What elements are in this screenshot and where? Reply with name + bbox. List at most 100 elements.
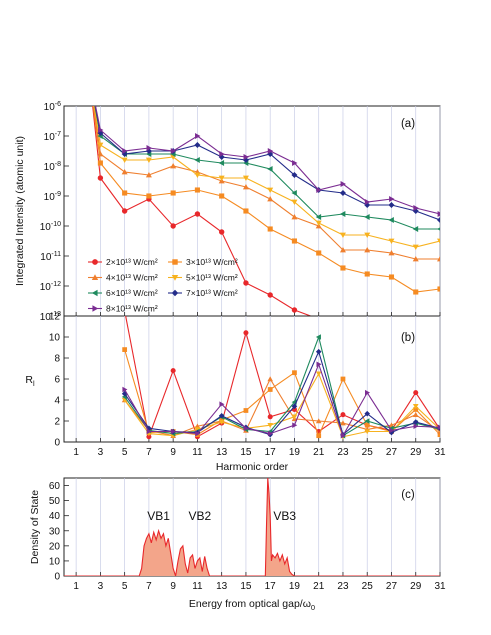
- legend-marker-6: [171, 289, 179, 297]
- panel-a-y-tick-label: 10-8: [44, 161, 61, 173]
- panel-a-point-s3-x23: [339, 247, 346, 253]
- panel-a-point-s4-x15: [242, 175, 249, 181]
- panel-a-series-line-1: [92, 106, 313, 316]
- panel-b-point-s1-x7: [146, 434, 152, 440]
- panel-b-x-tick-label: 13: [216, 447, 228, 458]
- panel-a-point-s6-x27: [388, 202, 395, 208]
- panel-b-y-tick-label: 8: [54, 354, 60, 365]
- panel-c-x-tick-label: 3: [98, 581, 104, 592]
- panel-a-point-s4-x11: [194, 172, 201, 178]
- panel-a-point-s7-x27: [389, 196, 395, 202]
- panel-c-x-tick-label: 15: [240, 581, 252, 592]
- panel-b-point-s1-x15: [243, 330, 249, 336]
- panel-b-point-s2-x5: [122, 347, 128, 352]
- legend-label-2: 3×10¹³ W/cm²: [186, 257, 238, 267]
- panel-a-label: (a): [401, 118, 415, 130]
- panel-b-point-s2-x23: [340, 376, 346, 382]
- panel-b-point-s7-x31: [437, 424, 440, 431]
- panel-b-point-s2-x29: [413, 407, 419, 412]
- panel-a-point-s2-x29: [413, 289, 419, 295]
- panel-c-x-tick-label: 7: [146, 581, 152, 592]
- panel-a-point-s5-x21: [315, 214, 322, 220]
- panel-b-point-s7-x15: [243, 425, 249, 432]
- panel-b-y-tick-label: 2: [54, 417, 60, 428]
- panel-a-point-s6-x11: [194, 142, 201, 148]
- panel-c-y-tick-label: 10: [49, 556, 61, 567]
- panel-c-y-tick-label: 0: [54, 572, 60, 583]
- panel-b-point-s7-x27: [389, 427, 395, 434]
- panel-b-point-s7-x17: [267, 430, 273, 437]
- panel-a-point-s2-x3: [97, 160, 103, 166]
- panel-b-y-tick-label: 10: [49, 333, 61, 344]
- panel-a-point-s7-x3: [97, 127, 104, 133]
- panel-a-point-s3-x31: [437, 256, 440, 262]
- panel-c-x-tick-label: 5: [122, 581, 128, 592]
- panel-b-series-line-7: [124, 362, 440, 438]
- panel-c-x-tick-label: 23: [337, 581, 349, 592]
- panel-b-point-s4-x11: [194, 427, 201, 433]
- panel-a-y-tick-label: 10-9: [44, 191, 61, 203]
- panel-a-y-tick-label: 10-6: [44, 101, 61, 113]
- panel-a-point-s4-x21: [315, 220, 322, 226]
- panel-a-point-s2-x19: [291, 238, 298, 244]
- panel-a-point-s7-x17: [267, 148, 274, 154]
- panel-b-x-tick-label: 7: [146, 447, 152, 458]
- panel-b-x-tick-label: 1: [73, 447, 79, 458]
- panel-b-point-s4-x19: [291, 414, 298, 420]
- panel-c-x-tick-label: 9: [170, 581, 176, 592]
- panel-b-point-s4-x17: [267, 422, 273, 428]
- dos-area: [64, 478, 440, 576]
- panel-b-y-tick-label: 12: [49, 312, 61, 323]
- panel-b-x-tick-label: 9: [170, 447, 176, 458]
- panel-b-point-s7-x9: [170, 428, 176, 435]
- panel-b-point-s7-x21: [316, 361, 322, 368]
- panel-a-point-s2-x25: [364, 271, 370, 277]
- panel-a-point-s4-x27: [388, 238, 395, 244]
- panel-c-x-tick-label: 25: [362, 581, 374, 592]
- panel-a-y-tick-label: 10-10: [40, 221, 61, 233]
- panel-b-series-line-5: [124, 335, 440, 437]
- panel-a-point-s7-x25: [364, 199, 371, 205]
- panel-a-point-s2-x13: [219, 193, 225, 199]
- panel-b-point-s6-x13: [218, 412, 225, 419]
- panel-a-point-s7-x15: [243, 154, 249, 160]
- panel-b-point-s1-x9: [170, 368, 176, 374]
- panel-a-point-s4-x31: [437, 238, 440, 244]
- panel-a-point-s4-x3: [97, 142, 104, 148]
- panel-a-point-s7-x13: [219, 151, 225, 157]
- panel-a-point-s4-x19: [291, 199, 298, 205]
- band-label-vb1: VB1: [147, 509, 170, 523]
- panel-a-point-s1-x11: [194, 211, 201, 217]
- panel-b-x-tick-label: 11: [192, 447, 203, 458]
- panel-c-y-tick-label: 30: [49, 526, 61, 537]
- panel-a-point-s2-x27: [388, 274, 395, 280]
- panel-b-point-s7-x29: [413, 423, 419, 430]
- dos-line: [64, 478, 440, 576]
- panel-b-point-s6-x19: [291, 403, 298, 410]
- panel-b-y-tick-label: 0: [54, 438, 60, 449]
- legend-label-1: 2×10¹³ W/cm²: [106, 257, 158, 267]
- panel-b-point-s2-x25: [364, 422, 370, 428]
- panel-a-point-s5-x17: [267, 166, 273, 172]
- panel-a-point-s4-x13: [218, 175, 225, 181]
- panel-a-point-s1-x17: [267, 292, 273, 298]
- panel-b-point-s4-x13: [218, 419, 225, 425]
- panel-a-point-s1-x13: [218, 229, 225, 235]
- legend-marker-1: [92, 259, 98, 265]
- legend-label-3: 4×10¹³ W/cm²: [106, 273, 158, 283]
- panel-b-point-s7-x25: [364, 389, 371, 396]
- panel-b-point-s7-x11: [195, 430, 201, 437]
- panel-a-point-s2-x7: [146, 193, 152, 199]
- panel-c-x-axis-label: Energy from optical gap/ω0: [189, 598, 315, 612]
- panel-b-x-tick-label: 15: [240, 447, 252, 458]
- panel-a-point-s7-x7: [146, 145, 152, 151]
- panel-a-point-s3-x9: [170, 163, 177, 169]
- legend-label-4: 5×10¹³ W/cm²: [186, 273, 238, 283]
- panel-a-plot-area: [92, 106, 440, 316]
- panel-b-point-s7-x7: [146, 428, 152, 435]
- panel-a-point-s5-x23: [339, 211, 346, 217]
- legend-label-6: 7×10¹³ W/cm²: [186, 288, 238, 298]
- panel-a-point-s7-x9: [170, 148, 177, 154]
- panel-a-point-s6-x23: [339, 190, 346, 196]
